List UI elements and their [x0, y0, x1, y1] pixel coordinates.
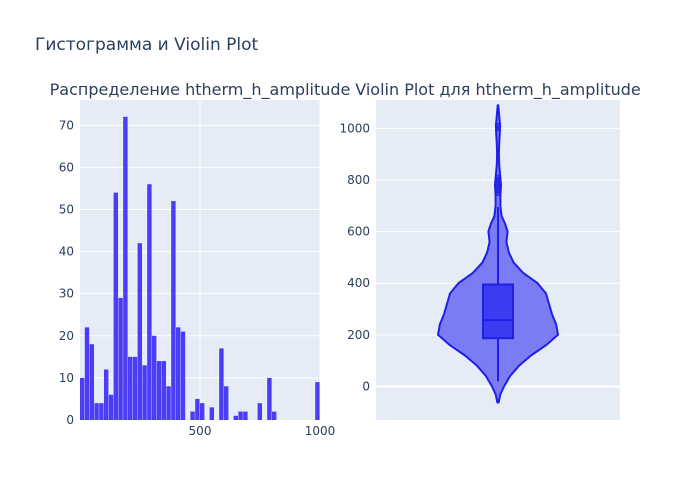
histogram-bar — [152, 335, 157, 420]
violin-y-tick-label: 0 — [362, 379, 370, 393]
histogram-bar — [195, 398, 200, 420]
histogram-bar — [190, 411, 195, 420]
histogram-y-tick-label: 70 — [59, 118, 74, 132]
histogram-bar — [209, 407, 214, 420]
violin-title: Violin Plot для htherm_h_amplitude — [355, 80, 640, 100]
histogram-bar — [161, 361, 166, 420]
histogram-gridlines — [80, 100, 321, 420]
histogram-y-tick-labels: 0 10 20 30 40 50 60 70 — [59, 118, 74, 427]
histogram-bar — [142, 365, 147, 420]
histogram-bar — [108, 394, 114, 420]
violin-outlier-point — [495, 122, 501, 129]
histogram-y-tick-label: 20 — [59, 329, 74, 343]
histogram-bar — [257, 403, 262, 420]
histogram-bar — [156, 361, 162, 420]
histogram-bar — [113, 192, 118, 420]
violin-y-tick-label: 600 — [347, 225, 370, 239]
violin-panel: 0 200 400 600 800 1000 Violin Plot для htherm… — [339, 80, 641, 420]
violin-box — [482, 283, 514, 340]
histogram-bar — [80, 377, 85, 420]
violin-outlier-point — [495, 174, 501, 181]
histogram-bar — [94, 403, 99, 420]
histogram-bar — [176, 327, 181, 420]
violin-y-tick-label: 200 — [347, 328, 370, 342]
histogram-x-tick-label: 500 — [189, 424, 212, 438]
histogram-bar — [200, 403, 205, 420]
histogram-bar — [137, 243, 142, 420]
violin-y-tick-label: 800 — [347, 173, 370, 187]
histogram-bar — [118, 297, 123, 420]
histogram-bar — [99, 403, 104, 420]
histogram-bar — [243, 411, 248, 420]
histogram-x-tick-labels: 500 1000 — [189, 424, 336, 438]
histogram-bar — [89, 344, 94, 420]
histogram-bar — [123, 116, 128, 420]
histogram-y-tick-label: 10 — [59, 371, 74, 385]
histogram-bars — [80, 116, 320, 420]
histogram-bar — [315, 382, 320, 420]
histogram-y-tick-label: 50 — [59, 202, 74, 216]
histogram-y-tick-label: 40 — [59, 245, 74, 259]
figure-title: Гистограмма и Violin Plot — [35, 35, 259, 55]
histogram-bar — [267, 377, 272, 420]
histogram-x-tick-label: 1000 — [305, 424, 336, 438]
histogram-title: Распределение htherm_h_amplitude — [50, 80, 351, 100]
histogram-bar — [147, 184, 152, 420]
histogram-y-tick-label: 30 — [59, 287, 74, 301]
violin-shapes — [437, 104, 559, 404]
histogram-y-tick-label: 60 — [59, 160, 74, 174]
histogram-bar — [272, 411, 277, 420]
histogram-bar — [180, 331, 186, 420]
histogram-bar — [224, 386, 229, 420]
histogram-bar — [132, 356, 138, 420]
histogram-bar — [166, 386, 171, 420]
histogram-bar — [171, 201, 176, 420]
histogram-bar — [219, 348, 224, 420]
histogram-bar — [128, 356, 133, 420]
violin-y-tick-label: 400 — [347, 276, 370, 290]
histogram-y-tick-label: 0 — [66, 413, 74, 427]
histogram-bar — [238, 411, 243, 420]
histogram-bar — [104, 369, 109, 420]
violin-y-tick-label: 1000 — [339, 121, 370, 135]
violin-y-tick-labels: 0 200 400 600 800 1000 — [339, 121, 370, 393]
histogram-bar — [84, 327, 90, 420]
histogram-bar — [233, 415, 238, 420]
histogram-panel: 0 10 20 30 40 50 60 70 500 1000 Распределение ht… — [50, 80, 351, 438]
